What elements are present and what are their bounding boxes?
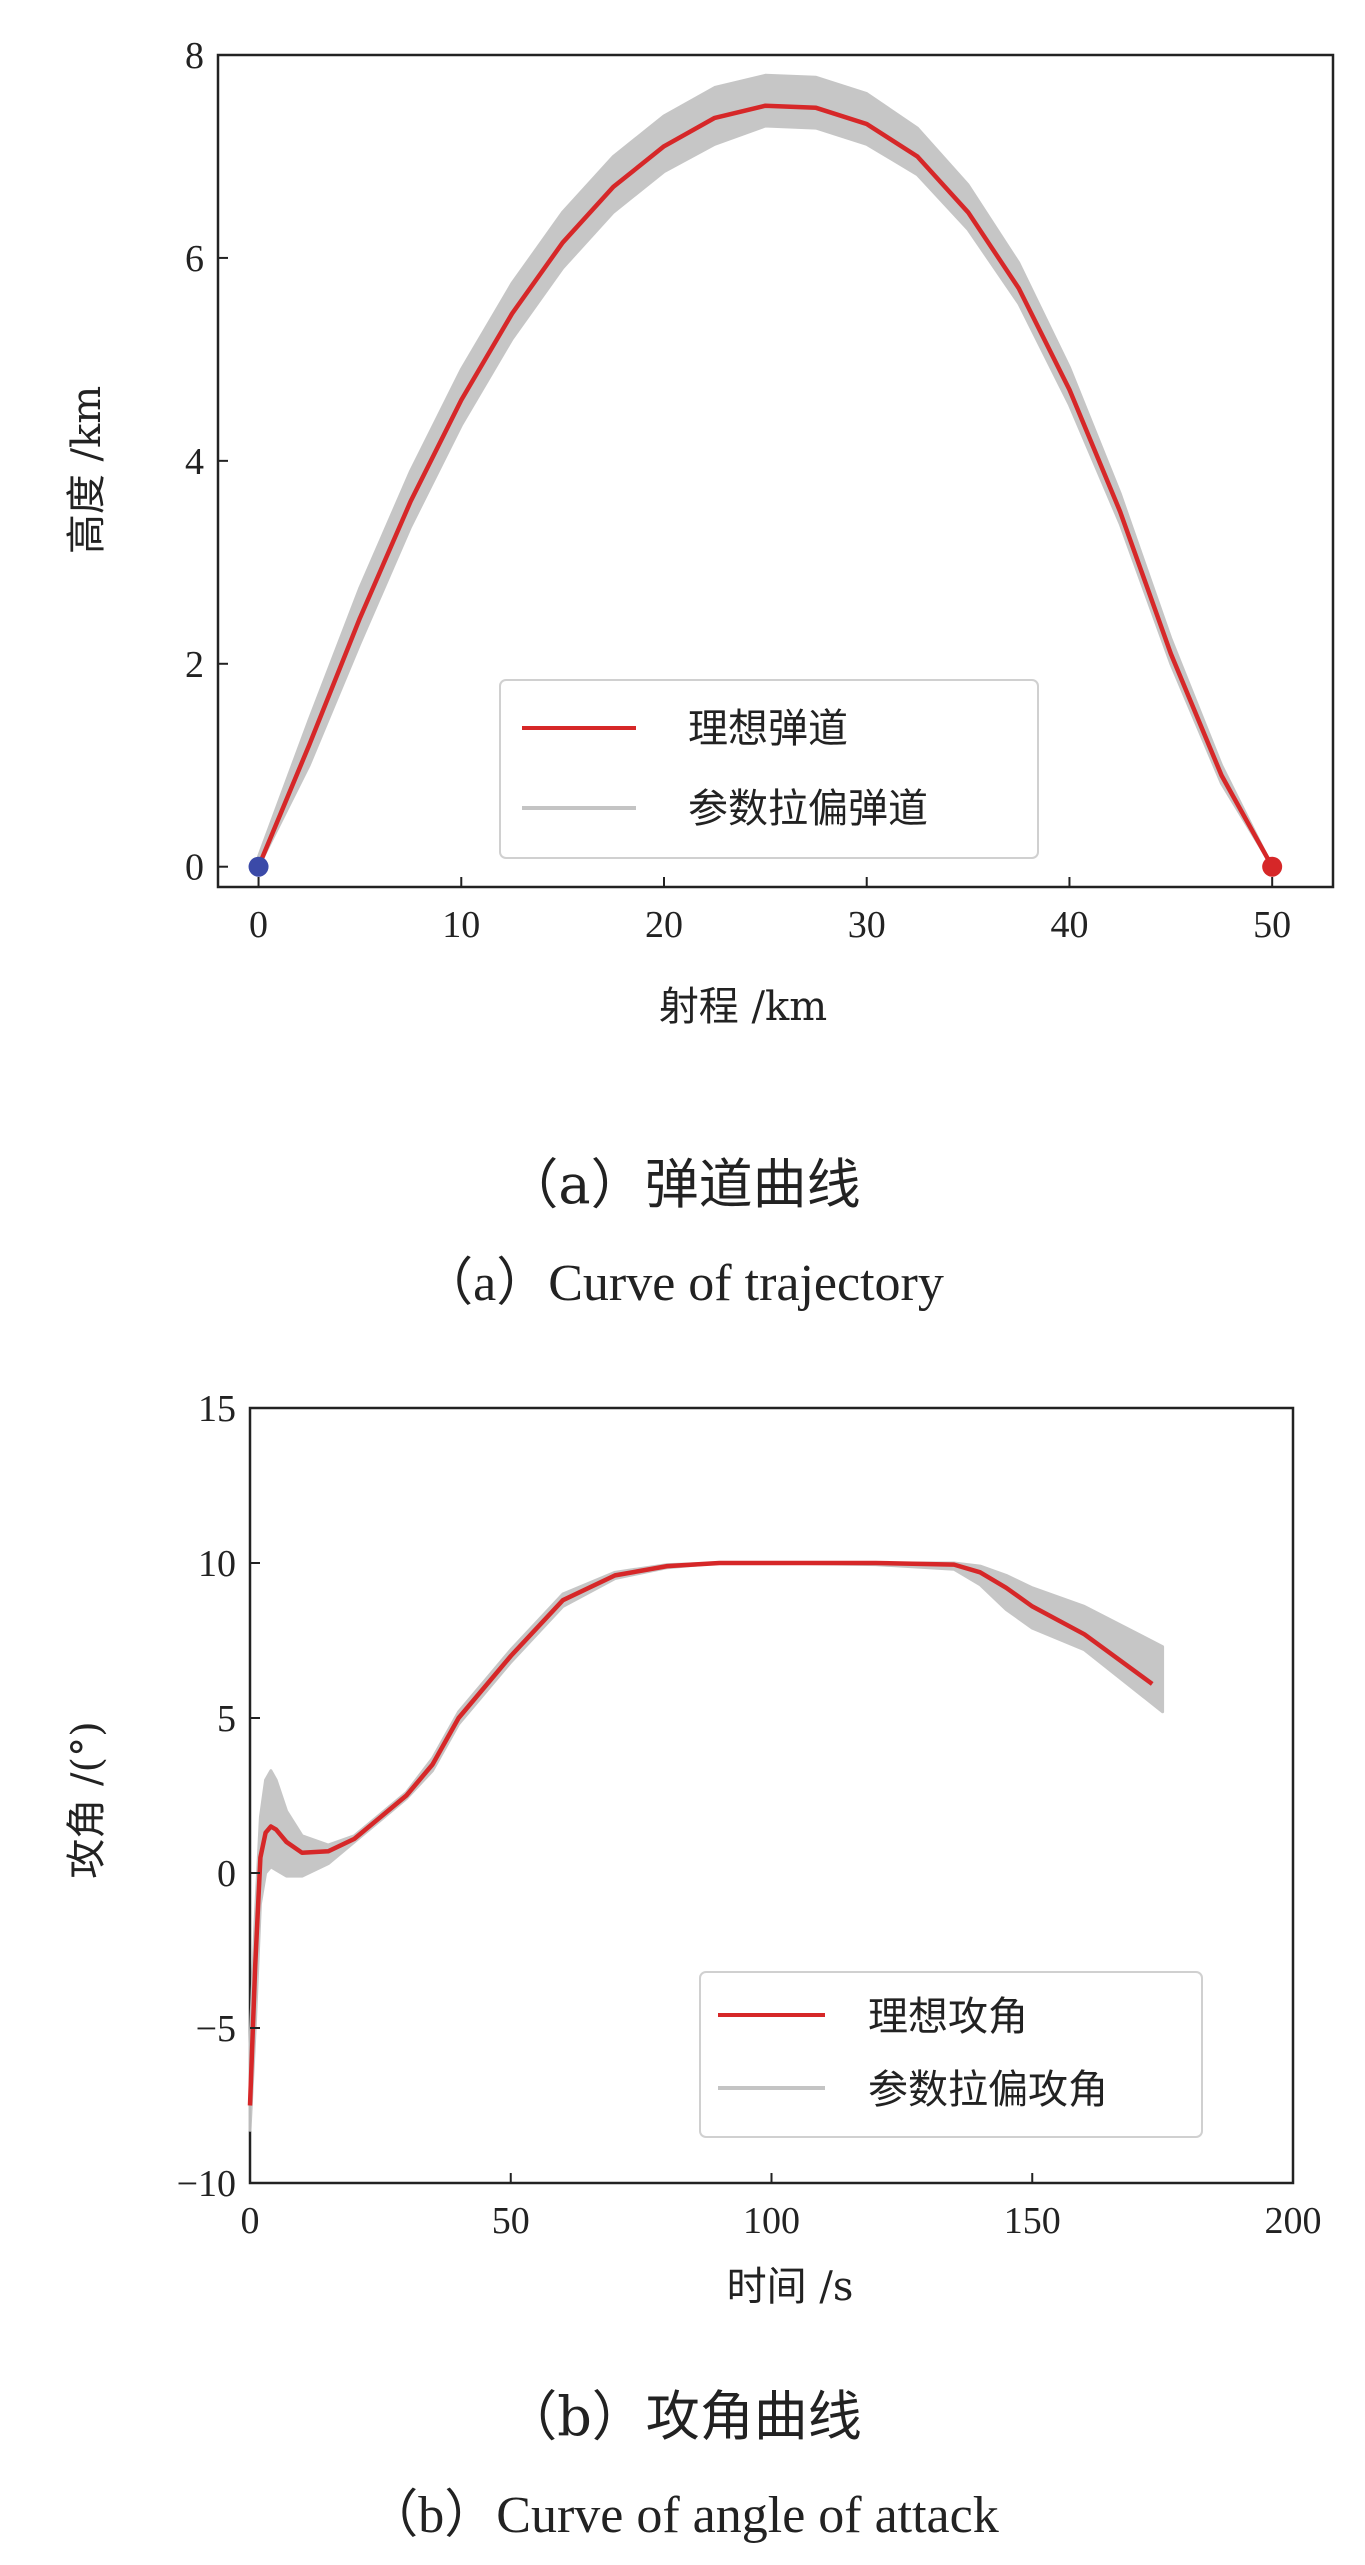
aoa-y-tick-label: 15 xyxy=(198,1388,236,1430)
aoa-y-tick-label: 0 xyxy=(217,1853,236,1895)
aoa-ideal-line-path xyxy=(247,1560,1154,2106)
trajectory-legend-box xyxy=(499,679,1039,859)
aoa-legend: 理想攻角 参数拉偏攻角 xyxy=(699,1971,1203,2138)
aoa-deviated-band-area xyxy=(248,1561,1165,2132)
aoa-x-tick-label: 150 xyxy=(1004,2200,1061,2242)
aoa-x-tick-label: 0 xyxy=(241,2200,260,2242)
trajectory-x-tick-label: 50 xyxy=(1253,904,1291,946)
trajectory-y-tick-label: 4 xyxy=(185,441,204,483)
ideal-trajectory-line xyxy=(256,103,1275,868)
trajectory-y-tick-label: 2 xyxy=(185,644,204,686)
trajectory-y-axis-title: 高度 /km xyxy=(64,386,110,554)
trajectory-endpoint-marker xyxy=(248,856,269,877)
aoa-x-tick-label: 100 xyxy=(743,2200,800,2242)
aoa-legend-ideal-label: 理想攻角 xyxy=(868,1994,1028,2040)
trajectory-legend-ideal-label: 理想弹道 xyxy=(688,706,848,752)
trajectory-legend: 理想弹道 参数拉偏弹道 xyxy=(499,679,1039,859)
caption-b-english: （b）Curve of angle of attack xyxy=(366,2487,999,2544)
trajectory-y-tick-label: 8 xyxy=(185,35,204,77)
trajectory-x-tick-label: 10 xyxy=(442,904,480,946)
aoa-legend-box xyxy=(699,1971,1203,2138)
aoa-y-ticks: −10 −5 0 5 10 15 xyxy=(177,1388,260,2205)
trajectory-x-tick-label: 20 xyxy=(645,904,683,946)
aoa-y-axis-title: 攻角 /(°) xyxy=(64,1721,110,1878)
trajectory-y-tick-label: 6 xyxy=(185,238,204,280)
aoa-legend-deviated-label: 参数拉偏攻角 xyxy=(868,2067,1108,2113)
caption-a-english: （a）Curve of trajectory xyxy=(421,1255,944,1312)
aoa-x-ticks: 0 50 100 150 200 xyxy=(241,2173,1322,2242)
caption-a-chinese: （a）弹道曲线 xyxy=(504,1153,861,1216)
trajectory-chart: 0 10 20 30 40 50 0 2 4 6 8 射程 /km 高度 /km 理想弹道 参数拉… xyxy=(64,35,1335,1030)
trajectory-x-tick-label: 0 xyxy=(249,904,268,946)
trajectory-x-tick-label: 30 xyxy=(848,904,886,946)
caption-b-chinese: （b）攻角曲线 xyxy=(503,2385,862,2448)
trajectory-x-tick-label: 40 xyxy=(1050,904,1088,946)
trajectory-x-ticks: 0 10 20 30 40 50 xyxy=(249,877,1291,946)
aoa-y-tick-label: −10 xyxy=(177,2163,236,2205)
trajectory-y-ticks: 0 2 4 6 8 xyxy=(185,35,228,889)
aoa-y-tick-label: 10 xyxy=(198,1543,236,1585)
trajectory-endpoints xyxy=(248,856,1283,877)
aoa-y-tick-label: 5 xyxy=(217,1698,236,1740)
ideal-aoa-line xyxy=(247,1560,1154,2106)
deviated-aoa-band xyxy=(248,1561,1165,2132)
aoa-x-axis-title: 时间 /s xyxy=(727,2264,854,2310)
trajectory-endpoint-marker xyxy=(1262,856,1283,877)
aoa-x-tick-label: 50 xyxy=(492,2200,530,2242)
trajectory-legend-deviated-label: 参数拉偏弹道 xyxy=(688,786,928,832)
angle-of-attack-chart: 0 50 100 150 200 −10 −5 0 5 10 15 时间 /s 攻角 /(°) 理… xyxy=(64,1388,1322,2310)
trajectory-plot-frame xyxy=(216,53,1335,889)
aoa-y-tick-label: −5 xyxy=(196,2008,236,2050)
trajectory-y-tick-label: 0 xyxy=(185,847,204,889)
trajectory-ideal-line-path xyxy=(256,103,1275,868)
trajectory-x-axis-title: 射程 /km xyxy=(659,984,827,1030)
aoa-x-tick-label: 200 xyxy=(1265,2200,1322,2242)
